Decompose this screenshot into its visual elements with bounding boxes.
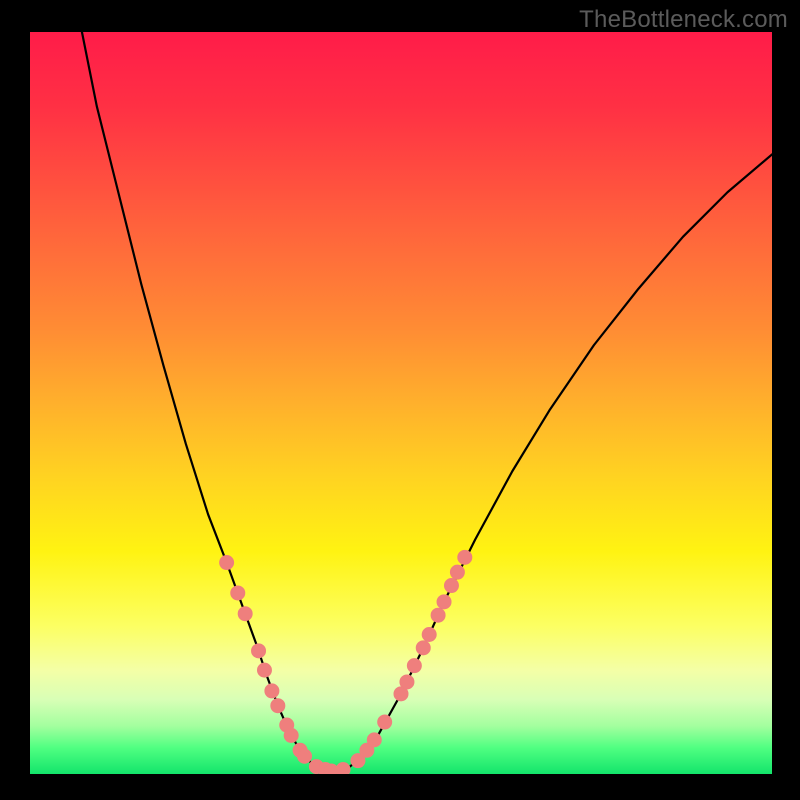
marker-dot [271,699,285,713]
marker-dot [407,659,421,673]
marker-dot [431,608,445,622]
curve-path [82,32,772,772]
marker-dot [367,733,381,747]
marker-dot [400,675,414,689]
curve-layer [30,32,772,774]
marker-dot [422,628,436,642]
marker-dot [252,644,266,658]
marker-dot [284,728,298,742]
marker-dot [444,579,458,593]
figure-root: TheBottleneck.com [0,0,800,800]
marker-dot [378,715,392,729]
plot-area [30,32,772,774]
marker-dot [231,586,245,600]
marker-dot [437,595,451,609]
marker-dot [298,749,312,763]
marker-dot [257,663,271,677]
marker-dot [450,565,464,579]
watermark-text: TheBottleneck.com [579,6,788,34]
marker-dot [238,607,252,621]
marker-dot [458,550,472,564]
marker-dot [336,763,350,774]
marker-dot [416,641,430,655]
marker-dot [220,556,234,570]
marker-dot [265,684,279,698]
